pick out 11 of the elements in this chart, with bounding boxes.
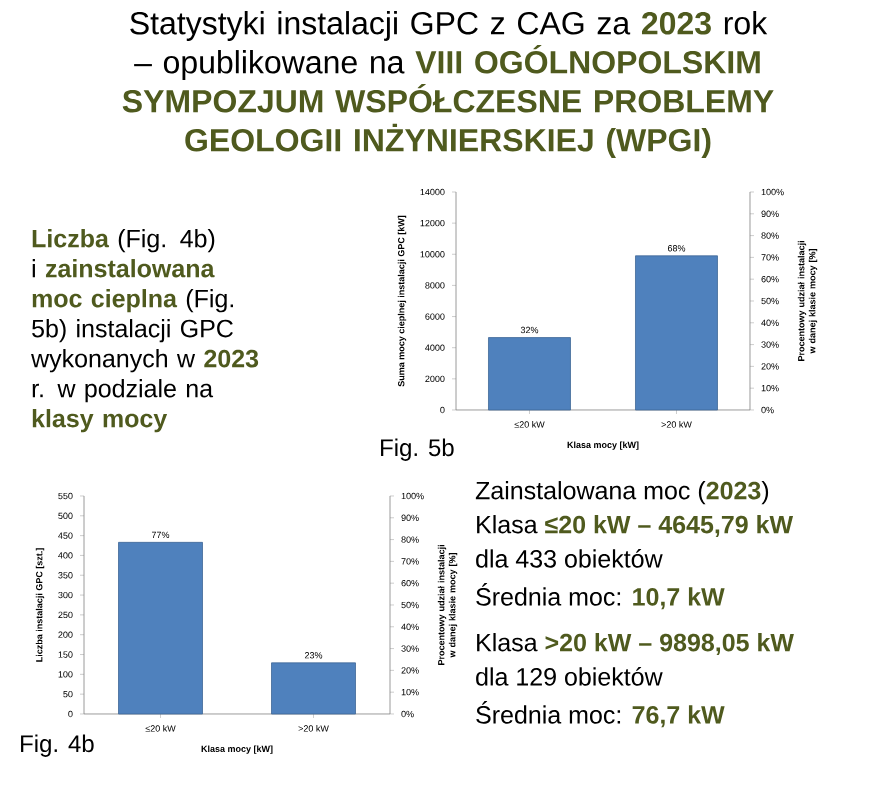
text: dla 433 obiektów [476, 549, 663, 568]
text: Liczba (Fig. 4b) i zainstalowana moc cieplna (Fig. 5b) instalacji GPC wykonanych w 2023 r. w podziale na klasy mocy [31, 229, 259, 433]
caption: Fig. 4b [21, 734, 94, 757]
text: Średnia moc: 10,7 kW [476, 583, 725, 610]
text: Średnia moc: 76,7 kW [476, 701, 725, 728]
caption: Fig. 5b [381, 438, 454, 461]
text: Klasa >20 kW – 9898,05 kW [477, 633, 794, 656]
text: Klasa ≤20 kW – 4645,79 kW [477, 515, 794, 538]
text: Zainstalowana moc (2023) [475, 481, 769, 505]
text: dla 129 obiektów [476, 667, 663, 686]
chart-title: Statystyki instalacji GPC z CAG za 2023 rok – opublikowane na VIII OGÓLNOPOLSKIM SYMPOZJUM WSPÓŁCZESNE PROBLEMY GEOLOGII INŻYNIERSKIEJ (WPGI) [122, 11, 774, 158]
